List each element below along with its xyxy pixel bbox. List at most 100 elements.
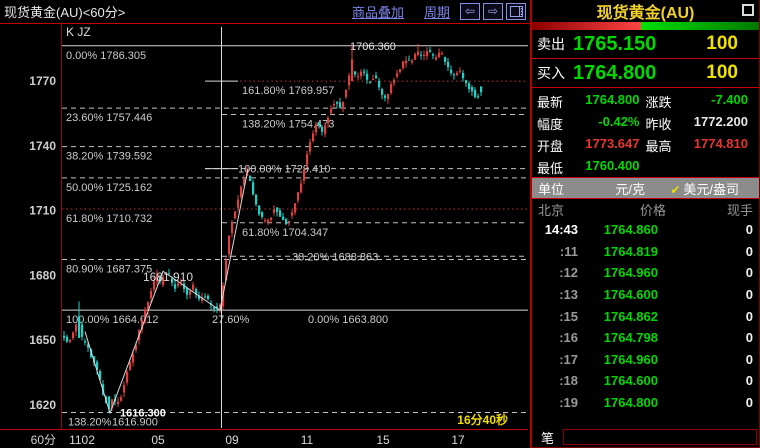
tape-cell: 1764.600 [603, 373, 658, 389]
buy-quote-row[interactable]: 买入 1764.800 100 [532, 59, 759, 88]
tape-row: :16 1764.798 0 [532, 327, 759, 349]
quote-value: 1773.647 [585, 135, 640, 151]
tape-cell: 1764.798 [603, 330, 658, 346]
tape-cell: 0 [745, 308, 753, 324]
swing-trendline [84, 168, 249, 415]
tape-cell: :17 [559, 351, 578, 367]
tape-cell: 0 [745, 395, 753, 411]
tape-cell: 1764.800 [603, 395, 658, 411]
tape-cell: :11 [559, 243, 578, 259]
y-axis-label: 1620 [29, 398, 56, 412]
period-axis-label: 60分 [31, 433, 56, 447]
restore-window-icon[interactable] [742, 4, 754, 16]
quote-cell: 最低 1760.400 [537, 158, 646, 177]
split-window-icon[interactable] [506, 3, 526, 20]
quote-value: 1772.200 [693, 113, 748, 129]
y-axis-label: 1680 [29, 268, 56, 282]
panel-bottom-tabs: 笔 [532, 427, 759, 447]
tape-cell: 0 [745, 287, 753, 303]
fib-levels: 0.00% 1786.305 1706.360 161.80% 1769.957 23… [62, 41, 528, 428]
sell-price: 1765.150 [573, 32, 657, 55]
svg-text:23.60% 1757.446: 23.60% 1757.446 [66, 112, 152, 124]
quote-grid: 最新 1764.800 涨跌 -7.400 幅度 -0.42% 昨收 1772.200 开盘 17… [532, 88, 759, 178]
instrument-name: 现货黄金(AU) [596, 5, 695, 22]
tape-row: :17 1764.960 0 [532, 349, 759, 371]
tape-cell: 0 [745, 222, 753, 238]
quote-label: 幅度 [537, 116, 564, 132]
unit-option-yuan-gram[interactable]: 元/克 [615, 181, 645, 197]
quote-panel: 现货黄金(AU) 卖出 1765.150 100 买入 1764.800 100… [530, 0, 760, 448]
quote-label: 涨跌 [645, 94, 672, 110]
gauge-red [532, 22, 641, 30]
quote-value: -7.400 [711, 91, 748, 107]
sell-size: 100 [706, 33, 738, 54]
x-axis-label: 11 [301, 433, 314, 447]
y-axis-label: 1740 [29, 139, 56, 153]
quote-cell: 昨收 1772.200 [646, 114, 755, 133]
sell-label: 卖出 [537, 36, 565, 52]
x-axis-label: 09 [225, 433, 239, 447]
period-link[interactable]: 周期 [423, 5, 450, 20]
tape-cell: 1764.819 [603, 243, 658, 259]
tape-cell: 1764.862 [603, 308, 658, 324]
quote-cell: 开盘 1773.647 [537, 136, 646, 155]
svg-text:100.00% 1664.012: 100.00% 1664.012 [66, 314, 158, 326]
y-axis-label: 1650 [29, 333, 56, 347]
tape-cell: :12 [559, 265, 578, 281]
buy-price: 1764.800 [573, 61, 657, 84]
tape-row: :15 1764.862 0 [532, 305, 759, 327]
tape-row: :18 1764.600 0 [532, 370, 759, 392]
svg-text:161.80% 1769.957: 161.80% 1769.957 [242, 85, 334, 97]
quote-row: 最新 1764.800 涨跌 -7.400 [537, 90, 754, 112]
svg-text:0.00% 1663.800: 0.00% 1663.800 [308, 314, 388, 326]
x-axis-label: 05 [151, 433, 165, 447]
svg-text:61.80% 1710.732: 61.80% 1710.732 [66, 213, 152, 225]
overlay-link[interactable]: 商品叠加 [351, 5, 404, 20]
quote-cell: 幅度 -0.42% [537, 114, 646, 133]
gauge-green [640, 22, 759, 30]
toolbar-links: 商品叠加 周期 [352, 2, 450, 21]
tape-cell: 0 [745, 330, 753, 346]
svg-text:0.00% 1786.305: 0.00% 1786.305 [66, 50, 146, 62]
quote-cell: 最高 1774.810 [646, 136, 755, 155]
buy-sell-gauge [532, 22, 759, 30]
x-axis-label: 17 [451, 433, 465, 447]
tape-cell: :16 [559, 330, 578, 346]
scroll-left-icon[interactable]: ⇦ [460, 3, 480, 20]
quote-row: 开盘 1773.647 最高 1774.810 [537, 134, 754, 156]
x-axis-label: 1102 [69, 433, 95, 447]
svg-text:100.00% 1729.410: 100.00% 1729.410 [238, 164, 330, 176]
tape-cell: 1764.960 [603, 265, 658, 281]
svg-text:1706.360: 1706.360 [350, 41, 396, 53]
toolbar-icon-group: ⇦ ⇨ [460, 3, 526, 20]
quote-row: 最低 1760.400 [537, 156, 754, 178]
indicator-label: K JZ [66, 25, 91, 39]
tape-header-price: 价格 [639, 202, 666, 218]
tape-cell: 0 [745, 351, 753, 367]
tape-cell: 0 [745, 243, 753, 259]
chart-toolbar: 现货黄金(AU)<60分> 商品叠加 周期 ⇦ ⇨ [0, 0, 530, 23]
tape-list: 14:43 1764.860 0:11 1764.819 0:12 1764.960 0:1… [532, 219, 759, 413]
y-axis-label: 1770 [29, 74, 56, 88]
tape-cell: 1764.860 [603, 222, 658, 238]
tab-tick[interactable]: 笔 [541, 430, 555, 446]
unit-label: 单位 [538, 181, 565, 197]
tape-cell: :15 [559, 308, 578, 324]
buy-label: 买入 [537, 65, 565, 81]
svg-text:1616.300: 1616.300 [120, 407, 166, 419]
svg-text:1616.900: 1616.900 [112, 416, 158, 428]
quote-cell: 涨跌 -7.400 [646, 92, 755, 111]
unit-option-usd-ounce[interactable]: ✔ 美元/盎司 [670, 181, 739, 197]
tab-empty-area[interactable] [563, 429, 757, 445]
tape-row: :19 1764.800 0 [532, 392, 759, 414]
candlestick-chart[interactable]: 0.00% 1786.305 1706.360 161.80% 1769.957 23… [0, 0, 530, 448]
tape-header-vol: 现手 [726, 202, 753, 218]
tape-cell: 1764.600 [603, 287, 658, 303]
quote-value: 1774.810 [693, 135, 748, 151]
tape-header: 北京 价格 现手 [532, 199, 759, 219]
svg-text:138.20%: 138.20% [68, 416, 112, 428]
svg-text:38.20% 1688.863: 38.20% 1688.863 [292, 251, 378, 263]
scroll-right-icon[interactable]: ⇨ [483, 3, 503, 20]
sell-quote-row[interactable]: 卖出 1765.150 100 [532, 30, 759, 59]
panel-title-row: 现货黄金(AU) [532, 0, 759, 22]
